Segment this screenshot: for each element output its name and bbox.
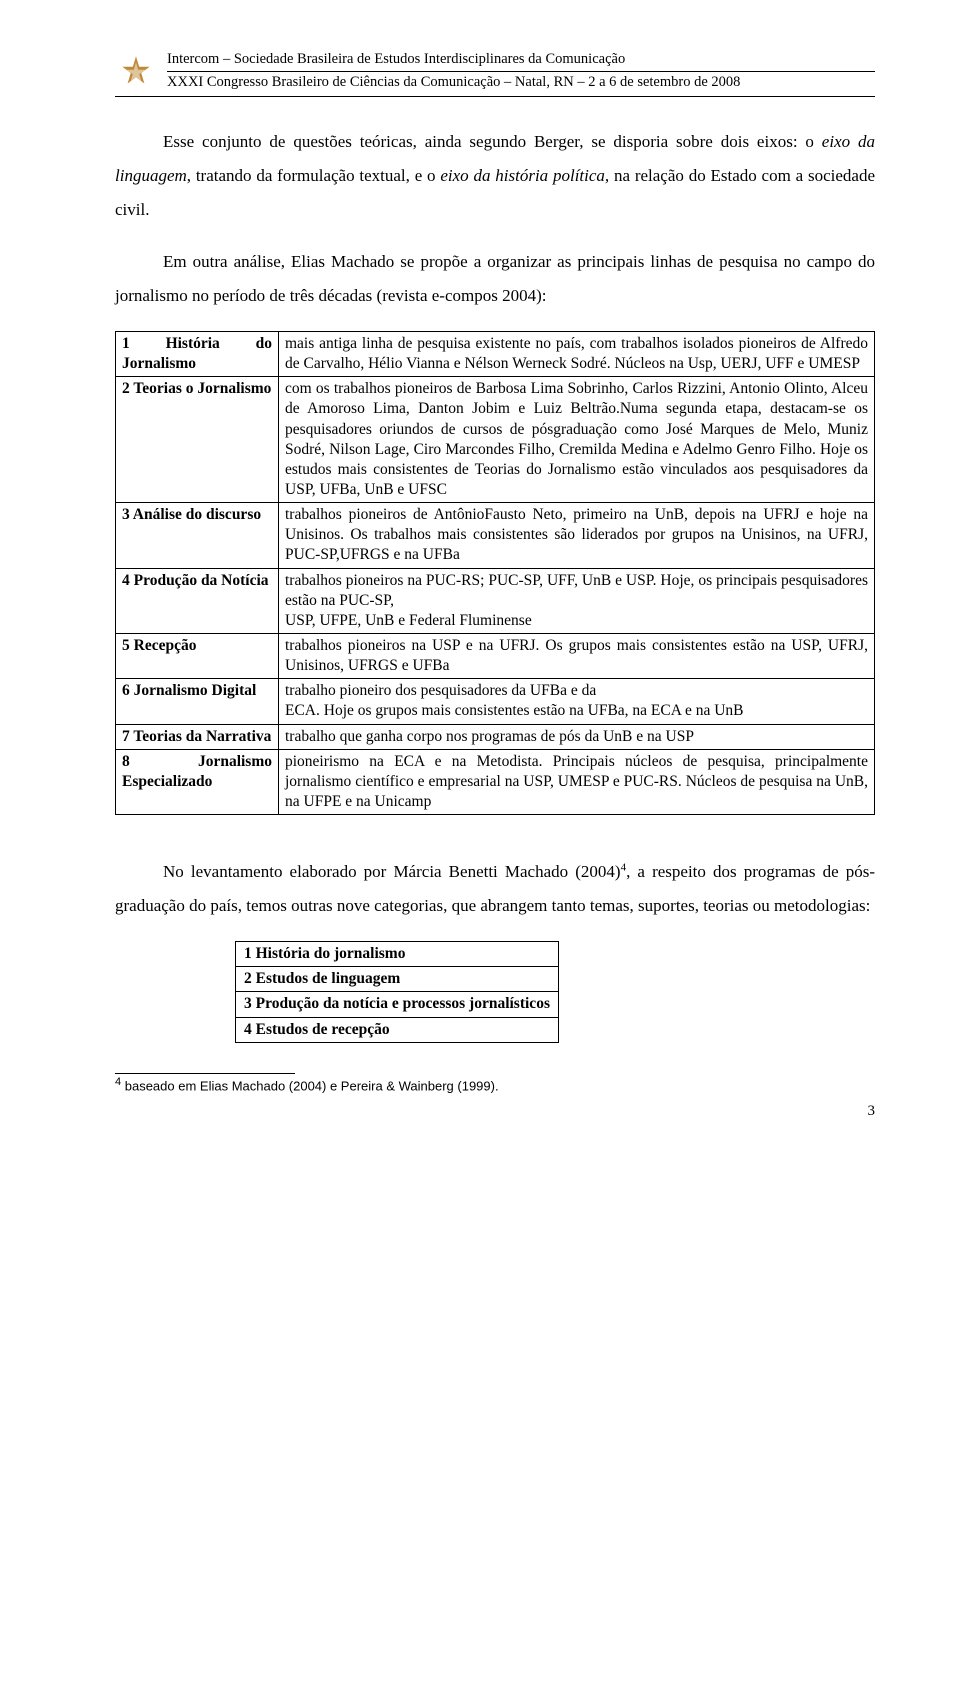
header-event: XXXI Congresso Brasileiro de Ciências da… [167,73,875,93]
footnote-text: baseado em Elias Machado (2004) e Pereir… [121,1078,498,1093]
research-lines-table: 1 História do Jornalismomais antiga linh… [115,331,875,815]
row-desc: trabalho pioneiro dos pesquisadores da U… [279,679,875,724]
table-row: 8 Jornalismo Especializadopioneirismo na… [116,749,875,814]
table-row: 4 Produção da Notíciatrabalhos pioneiros… [116,568,875,633]
table-row: 6 Jornalismo Digitaltrabalho pioneiro do… [116,679,875,724]
category-cell: 2 Estudos de linguagem [236,967,559,992]
row-desc: trabalhos pioneiros na PUC-RS; PUC-SP, U… [279,568,875,633]
categories-table: 1 História do jornalismo2 Estudos de lin… [235,941,559,1043]
table-row: 1 História do jornalismo [236,942,559,967]
row-desc: com os trabalhos pioneiros de Barbosa Li… [279,377,875,503]
row-label: 7 Teorias da Narrativa [116,724,279,749]
row-label: 6 Jornalismo Digital [116,679,279,724]
footnote-4: 4 baseado em Elias Machado (2004) e Pere… [115,1076,875,1093]
row-desc: trabalho que ganha corpo nos programas d… [279,724,875,749]
row-label: 3 Análise do discurso [116,503,279,568]
p3-text-a: No levantamento elaborado por Márcia Ben… [163,862,621,881]
row-label: 8 Jornalismo Especializado [116,749,279,814]
row-desc: trabalhos pioneiros na USP e na UFRJ. Os… [279,633,875,678]
p1-italic-d: eixo da história política [440,166,605,185]
page-header: Intercom – Sociedade Brasileira de Estud… [115,50,875,97]
table-row: 5 Recepçãotrabalhos pioneiros na USP e n… [116,633,875,678]
table-row: 1 História do Jornalismomais antiga linh… [116,332,875,377]
row-label: 5 Recepção [116,633,279,678]
table-row: 3 Produção da notícia e processos jornal… [236,992,559,1017]
header-org: Intercom – Sociedade Brasileira de Estud… [167,50,875,72]
row-label: 1 História do Jornalismo [116,332,279,377]
table-row: 2 Teorias o Jornalismocom os trabalhos p… [116,377,875,503]
row-desc: trabalhos pioneiros de AntônioFausto Net… [279,503,875,568]
p1-text-c: , tratando da formulação textual, e o [187,166,441,185]
intercom-logo-icon [115,52,157,94]
paragraph-2: Em outra análise, Elias Machado se propõ… [115,245,875,313]
category-cell: 4 Estudos de recepção [236,1017,559,1042]
p1-text-a: Esse conjunto de questões teóricas, aind… [163,132,822,151]
table-row: 4 Estudos de recepção [236,1017,559,1042]
row-desc: mais antiga linha de pesquisa existente … [279,332,875,377]
row-label: 2 Teorias o Jornalismo [116,377,279,503]
category-cell: 3 Produção da notícia e processos jornal… [236,992,559,1017]
footnote-separator [115,1073,295,1074]
table-row: 7 Teorias da Narrativatrabalho que ganha… [116,724,875,749]
row-desc: pioneirismo na ECA e na Metodista. Princ… [279,749,875,814]
table-row: 3 Análise do discursotrabalhos pioneiros… [116,503,875,568]
page-number: 3 [115,1103,875,1120]
paragraph-3: No levantamento elaborado por Márcia Ben… [115,855,875,923]
row-label: 4 Produção da Notícia [116,568,279,633]
paragraph-1: Esse conjunto de questões teóricas, aind… [115,125,875,227]
table-row: 2 Estudos de linguagem [236,967,559,992]
category-cell: 1 História do jornalismo [236,942,559,967]
